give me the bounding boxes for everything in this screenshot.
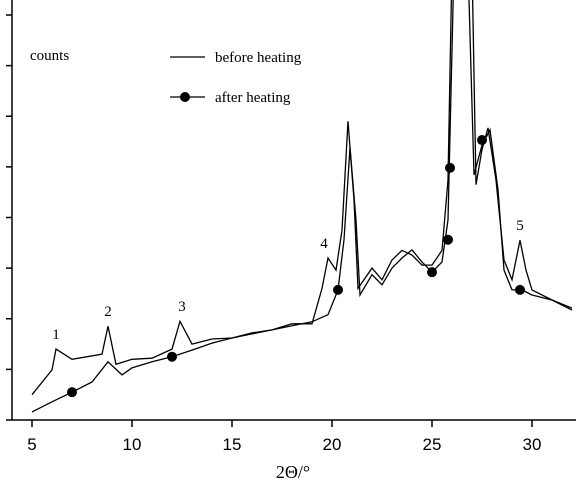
x-tick-label: 20 [323,435,342,454]
peak-label: 1 [52,327,60,343]
data-point [445,162,455,173]
data-point [443,234,453,245]
peak-label: 2 [104,304,112,320]
peak-label: 5 [516,218,524,234]
data-point [515,284,525,295]
peak-label: 4 [320,236,328,252]
data-point [333,284,343,295]
x-axis-label: 2Θ/° [276,462,310,482]
data-line [31,0,573,413]
data-line [31,0,573,396]
peak-label: 3 [178,299,186,315]
legend-label: after heating [215,90,291,106]
y-axis-label: counts [30,48,69,64]
legend-marker [180,92,190,102]
x-tick-label: 15 [223,435,242,454]
legend-label: before heating [215,50,302,66]
x-tick-label: 10 [123,435,142,454]
x-tick-label: 25 [423,435,442,454]
data-point [167,351,177,362]
data-point [427,267,437,278]
plot-area [31,0,573,413]
x-tick-label: 5 [27,435,36,454]
x-tick-label: 30 [523,435,542,454]
data-point [477,135,487,146]
data-point [67,387,77,398]
